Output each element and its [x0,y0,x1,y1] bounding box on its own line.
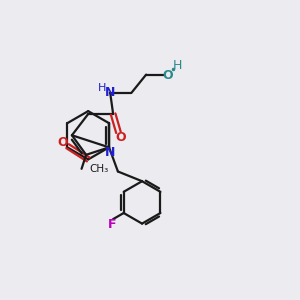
Text: N: N [104,86,115,99]
Text: F: F [108,218,117,231]
Text: N: N [104,146,115,159]
Text: H: H [173,59,182,72]
Text: O: O [115,131,125,144]
Text: O: O [163,69,173,82]
Text: O: O [57,136,68,149]
Text: CH₃: CH₃ [90,164,109,174]
Text: H: H [98,82,107,93]
